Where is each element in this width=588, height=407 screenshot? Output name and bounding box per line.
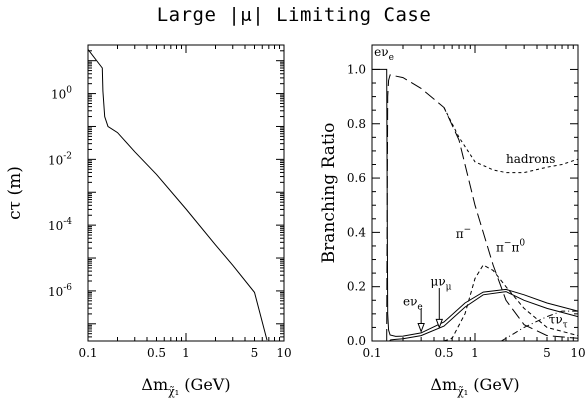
series-line-5 bbox=[501, 310, 578, 341]
x-tick-label: 0.5 bbox=[434, 346, 453, 360]
plot-frame bbox=[87, 44, 285, 342]
y-tick-label: 10-2 bbox=[48, 151, 72, 167]
y-axis-label: cτ (m) bbox=[5, 166, 25, 220]
y-tick-label: 0.6 bbox=[347, 171, 366, 185]
label-base: π bbox=[496, 240, 504, 254]
x-axis-label-subscript: χ̃₁ bbox=[457, 385, 468, 398]
series-line-3 bbox=[443, 264, 578, 341]
x-tick-label: 1 bbox=[182, 346, 190, 360]
y-tick-exponent: 0 bbox=[66, 86, 72, 96]
y-tick-base: 10 bbox=[48, 153, 63, 167]
y-tick-base: 10 bbox=[48, 285, 63, 299]
x-axis-label: Δmχ̃₁ (GeV) bbox=[141, 375, 230, 398]
x-tick-label: 1 bbox=[471, 346, 479, 360]
series-label-3: π−π0 bbox=[496, 238, 525, 254]
series-line-4 bbox=[443, 107, 578, 174]
y-tick-label: 1.0 bbox=[347, 62, 366, 76]
x-axis-label-subscript: χ̃₁ bbox=[168, 385, 179, 398]
label-subscript: τ bbox=[563, 320, 568, 330]
label-superscript: − bbox=[464, 225, 472, 235]
y-tick-label: 10-4 bbox=[48, 217, 72, 233]
series-label-4: μνμ bbox=[431, 274, 452, 292]
x-tick-label: 0.1 bbox=[78, 346, 97, 360]
x-axis-label-unit: (GeV) bbox=[468, 375, 519, 394]
label-base: τν bbox=[549, 312, 563, 326]
x-axis-label-main: Δm bbox=[430, 375, 457, 394]
label-base-2: π bbox=[511, 240, 519, 254]
y-tick-exponent: -6 bbox=[63, 283, 72, 293]
y-tick-label: 10-6 bbox=[48, 283, 72, 299]
label-subscript: μ bbox=[446, 282, 452, 292]
y-tick-label: 100 bbox=[51, 86, 72, 102]
label-arrows bbox=[417, 288, 444, 333]
series-line-0 bbox=[88, 49, 268, 341]
label-base: μν bbox=[431, 274, 446, 288]
series-label-0: eνe bbox=[374, 45, 394, 63]
series-label-5: eνe bbox=[403, 295, 423, 313]
panel-1-series bbox=[372, 68, 578, 341]
x-axis-label: Δmχ̃₁ (GeV) bbox=[430, 375, 519, 398]
label-superscript-2: 0 bbox=[519, 238, 525, 248]
x-axis-label-unit: (GeV) bbox=[179, 375, 230, 394]
panel-0-series bbox=[88, 49, 268, 341]
y-tick-label: 0.8 bbox=[347, 117, 366, 131]
y-tick-label: 0.4 bbox=[347, 225, 366, 239]
x-axis-label-main: Δm bbox=[141, 375, 168, 394]
page-title: Large |μ| Limiting Case bbox=[156, 4, 432, 26]
series-label-2: π− bbox=[456, 225, 471, 241]
series-label-6: τντ bbox=[549, 312, 568, 330]
y-tick-label: 0.0 bbox=[347, 334, 366, 348]
panel-1-axes: 0.1 0.5 1 5 10 0.0 0.2 0.4 0.6 0.8 1.0 Δmχ̃₁ (GeV) B… bbox=[319, 44, 586, 398]
y-tick-base: 10 bbox=[51, 88, 66, 102]
label-subscript: e bbox=[389, 53, 394, 63]
x-tick-label: 5 bbox=[543, 346, 551, 360]
label-base: π bbox=[456, 227, 464, 241]
arrow-head-0 bbox=[417, 322, 425, 333]
x-tick-label: 5 bbox=[251, 346, 259, 360]
label-superscript: − bbox=[504, 238, 512, 248]
arrow-head-1 bbox=[435, 318, 444, 329]
label-base: eν bbox=[403, 295, 417, 309]
label-subscript: e bbox=[417, 303, 422, 313]
x-tick-label: 10 bbox=[570, 346, 585, 360]
x-tick-label: 0.1 bbox=[362, 346, 381, 360]
x-tick-label: 10 bbox=[276, 346, 291, 360]
y-tick-base: 10 bbox=[48, 219, 63, 233]
label-base: eν bbox=[374, 45, 388, 59]
x-tick-label: 0.5 bbox=[147, 346, 166, 360]
y-axis-label: Branching Ratio bbox=[319, 123, 339, 264]
y-tick-exponent: -4 bbox=[63, 217, 72, 227]
y-tick-label: 0.2 bbox=[347, 280, 366, 294]
y-tick-exponent: -2 bbox=[63, 151, 72, 161]
series-line-1 bbox=[389, 291, 578, 341]
series-label-1: hadrons bbox=[506, 152, 555, 166]
